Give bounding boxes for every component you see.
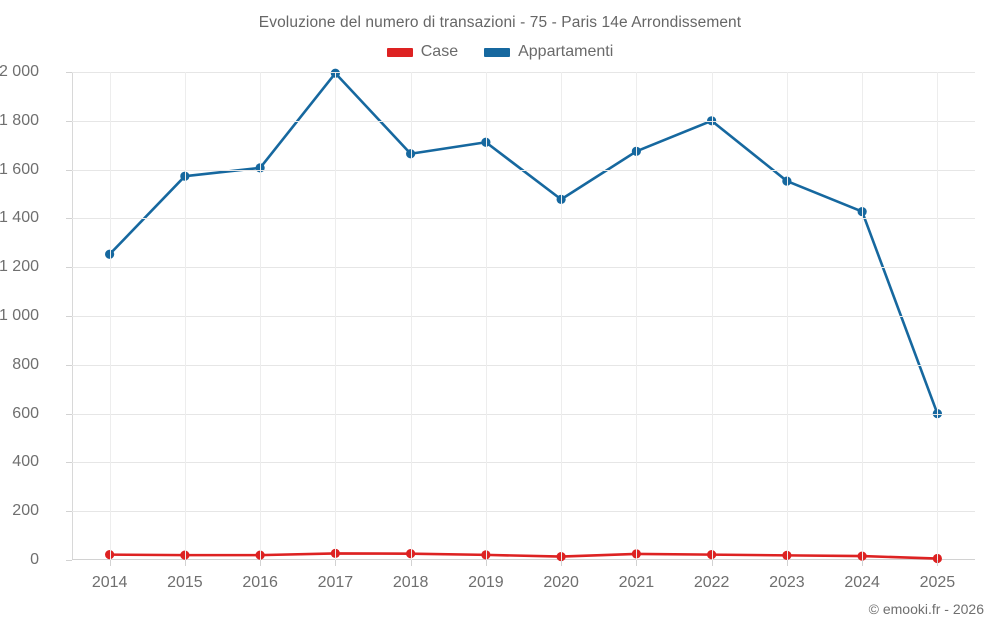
- plot-area: 0 200 400 600 800 1 000 1 200 1 400 1 600 1 800 2 …: [0, 63, 975, 591]
- y-axis-tick-mark: [66, 560, 72, 561]
- y-axis-tick-label: 1 000: [0, 307, 39, 324]
- x-axis-tick-label: 2019: [468, 574, 504, 591]
- gridline-horizontal: [72, 364, 975, 366]
- y-axis-tick-label: 1 400: [0, 209, 39, 227]
- gridline-vertical: [335, 72, 337, 560]
- gridline-horizontal: [72, 72, 975, 73]
- gridline-vertical: [109, 72, 111, 560]
- x-axis-tick-label: 2024: [844, 574, 880, 591]
- x-axis-tick-label: 2023: [769, 574, 805, 591]
- gridline-horizontal: [72, 120, 975, 122]
- y-axis-tick-mark: [66, 462, 72, 464]
- x-axis-tick-label: 2016: [242, 574, 278, 591]
- x-axis-tick-mark: [335, 560, 337, 566]
- x-axis-tick-mark: [786, 560, 788, 566]
- x-axis-tick-mark: [109, 560, 111, 566]
- y-axis-tick-mark: [66, 169, 72, 171]
- gridline-vertical: [711, 72, 713, 560]
- chart-legend: Case Appartamenti: [0, 44, 1000, 60]
- x-axis-tick-label: 2021: [618, 574, 655, 591]
- gridline-vertical: [862, 72, 864, 560]
- y-axis-tick-mark: [66, 511, 72, 513]
- gridline-horizontal: [72, 316, 975, 317]
- series-line-appartamenti: [108, 71, 939, 415]
- gridline-horizontal: [72, 267, 975, 269]
- legend-item-appartamenti[interactable]: Appartamenti: [484, 44, 613, 60]
- x-axis-tick-label: 2015: [167, 574, 203, 591]
- x-axis-tick-label: 2025: [919, 574, 956, 591]
- gridline-vertical: [636, 72, 638, 560]
- x-axis-tick-label: 2017: [317, 574, 354, 591]
- legend-label-case: Case: [420, 43, 459, 60]
- y-axis-tick-label: 200: [12, 502, 39, 520]
- y-axis-tick-label: 400: [12, 453, 39, 471]
- y-axis-tick-label: 1 600: [0, 160, 39, 178]
- x-axis-tick-mark: [410, 560, 412, 566]
- gridline-vertical: [937, 72, 939, 560]
- x-axis-tick-mark: [184, 560, 186, 566]
- gridline-horizontal: [72, 218, 975, 220]
- gridline-horizontal: [72, 169, 975, 171]
- x-axis-tick-mark: [711, 560, 713, 566]
- x-axis-tick-mark: [485, 560, 487, 566]
- y-axis-tick-mark: [66, 364, 72, 366]
- gridline-vertical: [485, 72, 487, 560]
- legend-item-case[interactable]: Case: [386, 43, 459, 60]
- y-axis-tick-mark: [66, 218, 72, 220]
- legend-label-appartamenti: Appartamenti: [518, 43, 614, 60]
- gridline-horizontal: [72, 511, 975, 513]
- y-axis-tick-mark: [66, 316, 72, 317]
- line-swatch-icon: [386, 47, 413, 57]
- footer-credit: © emooki.fr - 2026: [868, 601, 984, 617]
- x-axis-tick-mark: [636, 560, 638, 566]
- x-axis-tick-mark: [260, 560, 262, 566]
- gridline-horizontal: [72, 413, 975, 415]
- chart-title: Evoluzione del numero di transazioni - 7…: [258, 14, 742, 31]
- gridline-vertical: [410, 72, 412, 560]
- x-axis-tick-label: 2020: [543, 574, 579, 591]
- x-axis-tick-mark: [937, 560, 939, 566]
- y-axis-tick-label: 800: [12, 355, 39, 373]
- y-axis-tick-label: 1 200: [0, 258, 39, 276]
- x-axis-tick-mark: [862, 560, 864, 566]
- x-axis-tick-label: 2018: [392, 574, 429, 591]
- x-axis-line: [72, 559, 975, 560]
- gridline-vertical: [786, 72, 788, 560]
- x-axis-tick-label: 2014: [91, 574, 128, 591]
- y-axis-tick-label: 1 800: [0, 111, 39, 129]
- line-swatch-icon: [484, 47, 511, 57]
- gridline-vertical: [260, 72, 262, 560]
- series-line-case: [108, 552, 939, 560]
- y-axis-tick-label: 600: [12, 404, 39, 422]
- y-axis-tick-label: 2 000: [0, 63, 39, 80]
- y-axis-tick-mark: [66, 267, 72, 269]
- gridline-horizontal: [72, 462, 975, 464]
- x-axis-tick-mark: [561, 560, 563, 566]
- y-axis-tick-mark: [66, 413, 72, 415]
- y-axis-tick-label: 0: [30, 551, 39, 568]
- x-axis-tick-label: 2022: [693, 574, 730, 591]
- gridline-vertical: [561, 72, 563, 560]
- gridline-vertical: [184, 72, 186, 560]
- y-axis-tick-mark: [66, 72, 72, 73]
- data-point-marker[interactable]: [255, 550, 265, 560]
- y-axis-tick-mark: [66, 120, 72, 122]
